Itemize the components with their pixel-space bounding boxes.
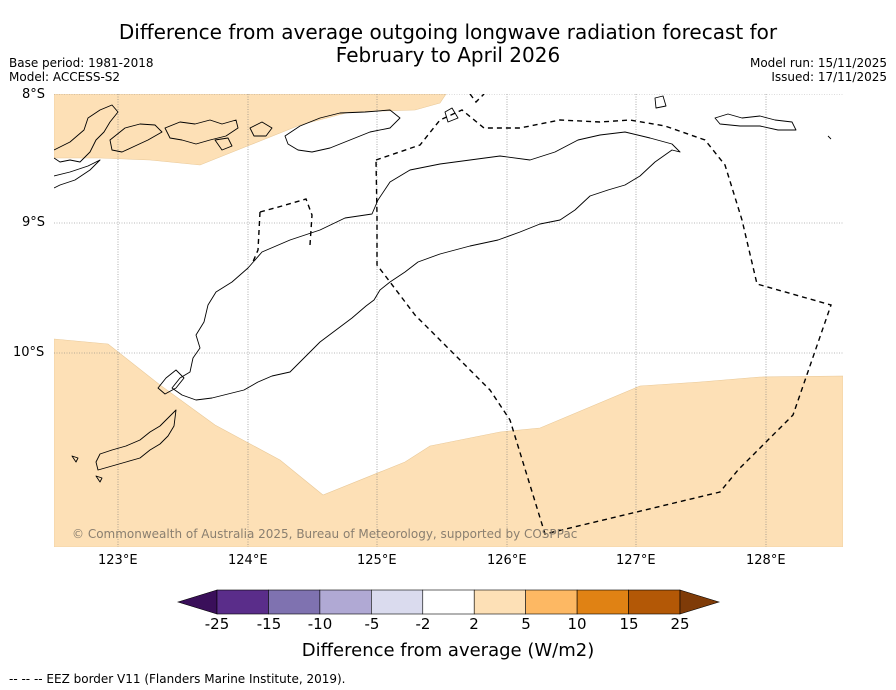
issued-text: Issued: 17/11/2025 bbox=[771, 70, 887, 84]
lon-label-128e: 128°E bbox=[746, 553, 786, 568]
lon-label-124e: 124°E bbox=[228, 553, 268, 568]
chart-title-line-2: February to April 2026 bbox=[335, 43, 561, 67]
model-text: Model: ACCESS-S2 bbox=[9, 70, 121, 84]
colorbar-tick-15: 15 bbox=[619, 615, 639, 633]
lon-label-123e: 123°E bbox=[98, 553, 138, 568]
colorbar-cell bbox=[422, 589, 475, 615]
lat-label-10s: 10°S bbox=[13, 345, 45, 360]
colorbar-cell bbox=[268, 589, 321, 615]
colorbar-tick-2: 2 bbox=[469, 615, 479, 633]
copyright-text: © Commonwealth of Australia 2025, Bureau… bbox=[72, 527, 578, 541]
colorbar-cell bbox=[628, 589, 681, 615]
lon-label-125e: 125°E bbox=[357, 553, 397, 568]
colorbar-extend-low bbox=[176, 589, 218, 615]
lon-label-127e: 127°E bbox=[616, 553, 656, 568]
colorbar-tick-m10: -10 bbox=[307, 615, 333, 633]
colorbar-tick-m5: -5 bbox=[364, 615, 380, 633]
colorbar-cell bbox=[525, 589, 578, 615]
lon-label-126e: 126°E bbox=[487, 553, 527, 568]
colorbar-title: Difference from average (W/m2) bbox=[301, 640, 595, 661]
colorbar-tick-m15: -15 bbox=[256, 615, 282, 633]
lat-label-9s: 9°S bbox=[22, 215, 46, 230]
colorbar-cell bbox=[371, 589, 424, 615]
anomaly-region-south bbox=[54, 338, 843, 547]
base-period-text: Base period: 1981-2018 bbox=[9, 56, 154, 70]
colorbar-tick-10: 10 bbox=[567, 615, 587, 633]
colorbar-tick-m25: -25 bbox=[204, 615, 230, 633]
coastlines bbox=[54, 95, 832, 483]
colorbar-cell bbox=[576, 589, 629, 615]
chart-title-line-1: Difference from average outgoing longwav… bbox=[118, 20, 778, 44]
colorbar-cell bbox=[473, 589, 526, 615]
map-gridlines bbox=[54, 94, 843, 547]
anomaly-region-north bbox=[54, 94, 447, 166]
eez-border-lines bbox=[251, 94, 832, 535]
colorbar-tick-m2: -2 bbox=[415, 615, 431, 633]
colorbar-cell bbox=[319, 589, 372, 615]
colorbar bbox=[176, 589, 721, 615]
eez-footer-note: -- -- -- EEZ border V11 (Flanders Marine… bbox=[9, 672, 346, 686]
colorbar-cell bbox=[216, 589, 269, 615]
lat-label-8s: 8°S bbox=[22, 87, 46, 102]
model-run-text: Model run: 15/11/2025 bbox=[749, 56, 887, 70]
colorbar-extend-high bbox=[679, 589, 721, 615]
colorbar-tick-25: 25 bbox=[670, 615, 690, 633]
colorbar-tick-5: 5 bbox=[521, 615, 531, 633]
